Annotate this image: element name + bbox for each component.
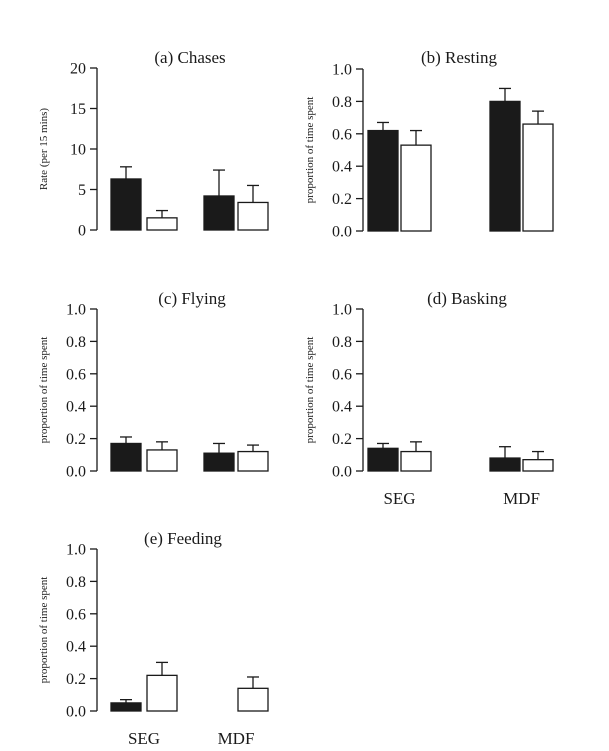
y-tick-label: 0.8 bbox=[66, 574, 86, 591]
y-tick-label: 0.0 bbox=[332, 464, 352, 481]
panel-2: (b) Resting 0.0 0.2 0.4 0.6 0.8 1.0 proportion … bbox=[304, 48, 554, 241]
bar-mdf-series-2 bbox=[237, 687, 269, 712]
bar-seg-series-1 bbox=[110, 442, 142, 472]
bar-seg-series-1 bbox=[367, 447, 399, 472]
bar-mdf-series-1 bbox=[203, 452, 235, 472]
y-tick-label: 0.8 bbox=[66, 334, 86, 351]
bar-seg-series-2 bbox=[400, 144, 432, 232]
y-tick-label: 0.4 bbox=[332, 159, 352, 176]
y-tick-label: 0.8 bbox=[332, 334, 352, 351]
y-tick-label: 5 bbox=[78, 182, 86, 199]
panel-title: (a) Chases bbox=[154, 48, 225, 67]
y-tick-label: 0.6 bbox=[66, 606, 86, 623]
bar-mdf-series-1 bbox=[489, 457, 521, 472]
y-tick-label: 0.6 bbox=[332, 126, 352, 143]
y-tick-label: 0.2 bbox=[66, 671, 86, 688]
y-tick-label: 0.6 bbox=[332, 366, 352, 383]
bar-mdf-series-2 bbox=[237, 450, 269, 472]
y-axis-label: proportion of time spent bbox=[38, 577, 50, 684]
y-tick-label: 0 bbox=[78, 223, 86, 240]
y-tick-label: 0.4 bbox=[66, 399, 86, 416]
y-tick-label: 1.0 bbox=[66, 542, 86, 559]
y-tick-label: 20 bbox=[70, 61, 86, 78]
panel-title: (e) Feeding bbox=[144, 529, 222, 548]
bar-mdf-series-1 bbox=[489, 100, 521, 232]
y-tick-label: 0.2 bbox=[332, 191, 352, 208]
bar-seg-series-1 bbox=[367, 129, 399, 232]
y-tick-label: 0.2 bbox=[332, 431, 352, 448]
y-tick-label: 15 bbox=[70, 101, 86, 118]
panel-title: (d) Basking bbox=[427, 289, 507, 308]
panel-title: (b) Resting bbox=[421, 48, 498, 67]
panel-4: (d) Basking 0.0 0.2 0.4 0.6 0.8 1.0 proportion … bbox=[304, 289, 554, 508]
category-label: MDF bbox=[218, 729, 255, 748]
y-tick-label: 1.0 bbox=[332, 62, 352, 79]
y-tick-label: 0.6 bbox=[66, 366, 86, 383]
y-axis-label: proportion of time spent bbox=[304, 97, 316, 204]
category-label: SEG bbox=[383, 489, 415, 508]
y-tick-label: 10 bbox=[70, 142, 86, 159]
y-tick-label: 1.0 bbox=[66, 302, 86, 319]
bar-mdf-series-2 bbox=[522, 123, 554, 232]
y-tick-label: 0.0 bbox=[332, 224, 352, 241]
category-label: SEG bbox=[128, 729, 160, 748]
y-tick-label: 0.8 bbox=[332, 94, 352, 111]
panel-title: (c) Flying bbox=[158, 289, 226, 308]
bar-mdf-series-1 bbox=[203, 195, 235, 231]
bar-seg-series-1 bbox=[110, 702, 142, 712]
bar-mdf-series-2 bbox=[522, 459, 554, 472]
y-tick-label: 0.0 bbox=[66, 464, 86, 481]
bar-seg-series-2 bbox=[146, 217, 178, 231]
y-tick-label: 0.4 bbox=[66, 639, 86, 656]
bar-seg-series-2 bbox=[146, 449, 178, 472]
category-label: MDF bbox=[503, 489, 540, 508]
y-tick-label: 0.4 bbox=[332, 399, 352, 416]
bar-seg-series-1 bbox=[110, 178, 142, 231]
bar-seg-series-2 bbox=[400, 450, 432, 472]
panel-3: (c) Flying 0.0 0.2 0.4 0.6 0.8 1.0 proportion o… bbox=[38, 289, 269, 481]
y-axis-label: proportion of time spent bbox=[38, 337, 50, 444]
y-tick-label: 0.0 bbox=[66, 704, 86, 721]
y-axis-label: proportion of time spent bbox=[304, 337, 316, 444]
y-tick-label: 0.2 bbox=[66, 431, 86, 448]
panel-5: (e) Feeding 0.0 0.2 0.4 0.6 0.8 1.0 proportion … bbox=[38, 529, 269, 748]
bar-seg-series-2 bbox=[146, 674, 178, 712]
y-tick-label: 1.0 bbox=[332, 302, 352, 319]
panel-1: (a) Chases 0 5 10 15 20 Rate (per 15 mins) bbox=[38, 48, 269, 240]
bar-mdf-series-2 bbox=[237, 201, 269, 231]
y-axis-label: Rate (per 15 mins) bbox=[38, 108, 50, 191]
